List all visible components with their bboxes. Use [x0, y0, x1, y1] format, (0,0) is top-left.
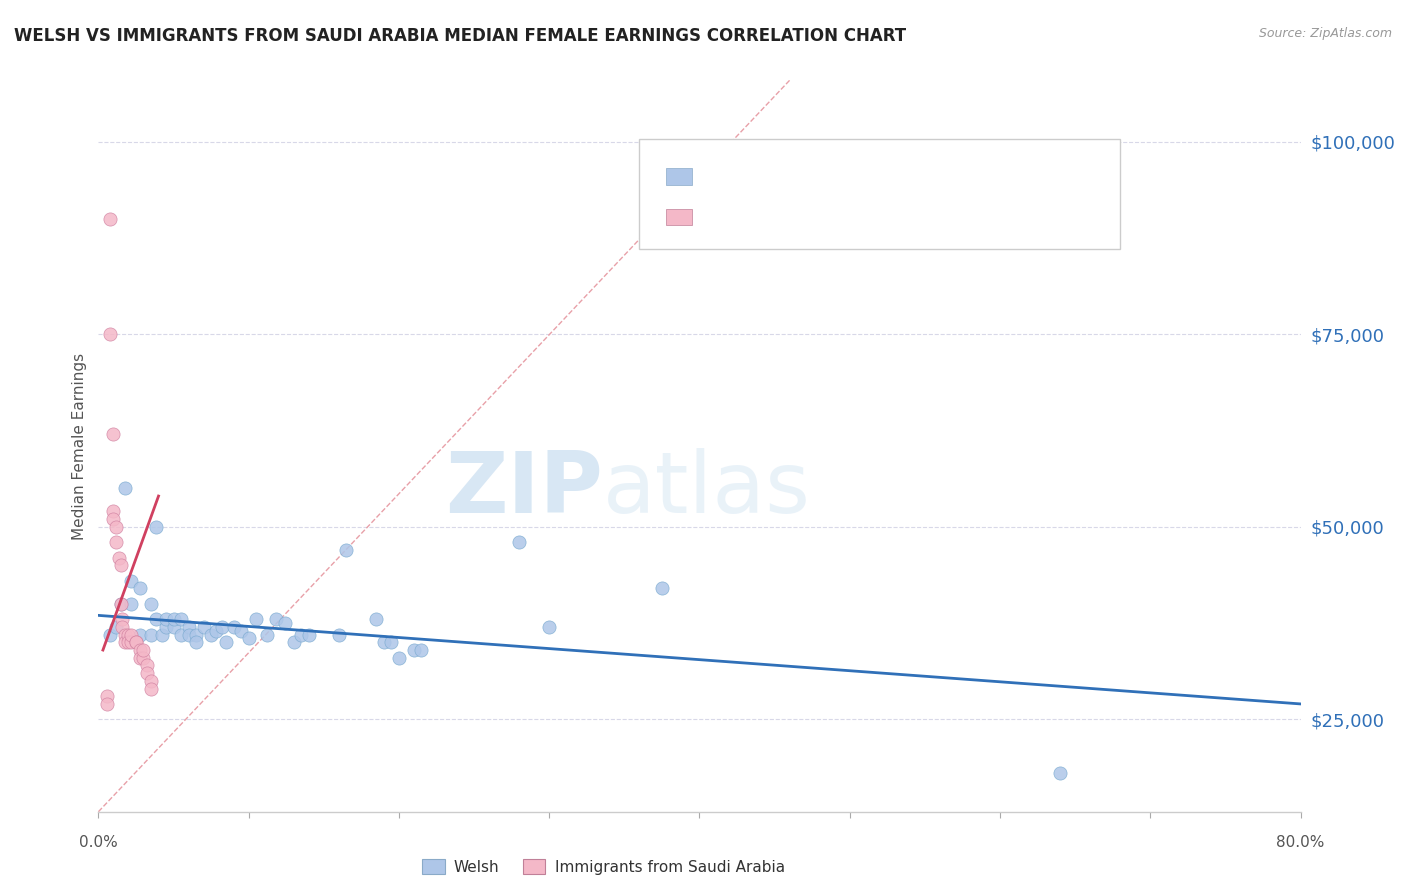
Text: R =  0.192   N = 30: R = 0.192 N = 30	[707, 209, 897, 227]
Point	[105, 620, 128, 634]
Point	[380, 635, 402, 649]
Point	[132, 650, 155, 665]
Point	[139, 627, 162, 641]
Point	[193, 620, 215, 634]
Text: R = -0.198   N = 50: R = -0.198 N = 50	[707, 168, 898, 186]
Point	[170, 612, 193, 626]
Point	[215, 635, 238, 649]
Point	[184, 635, 207, 649]
Text: atlas: atlas	[603, 449, 811, 532]
Point	[411, 643, 433, 657]
Point	[1049, 766, 1071, 780]
Text: 0.0%: 0.0%	[79, 836, 118, 850]
Point	[121, 597, 143, 611]
Point	[121, 627, 143, 641]
Point	[283, 635, 305, 649]
Point	[105, 520, 128, 534]
Point	[177, 627, 200, 641]
Point	[538, 620, 561, 634]
Point	[256, 627, 278, 641]
Point	[290, 627, 312, 641]
Point	[184, 627, 207, 641]
FancyBboxPatch shape	[666, 169, 692, 185]
Point	[177, 620, 200, 634]
Point	[135, 658, 157, 673]
Point	[96, 690, 118, 704]
Point	[105, 535, 128, 549]
Point	[402, 643, 425, 657]
Legend: Welsh, Immigrants from Saudi Arabia: Welsh, Immigrants from Saudi Arabia	[416, 853, 790, 881]
Point	[96, 697, 118, 711]
Point	[388, 650, 411, 665]
Point	[150, 627, 173, 641]
Point	[132, 643, 155, 657]
Point	[139, 673, 162, 688]
Point	[111, 620, 134, 634]
Point	[129, 627, 152, 641]
Point	[335, 543, 357, 558]
Point	[100, 211, 122, 226]
Point	[108, 550, 131, 565]
Point	[231, 624, 253, 638]
Point	[110, 597, 132, 611]
Point	[200, 627, 222, 641]
Point	[117, 627, 139, 641]
Point	[162, 612, 184, 626]
Point	[508, 535, 530, 549]
Point	[121, 574, 143, 588]
Point	[135, 666, 157, 681]
Point	[114, 635, 136, 649]
Point	[298, 627, 321, 641]
Text: WELSH VS IMMIGRANTS FROM SAUDI ARABIA MEDIAN FEMALE EARNINGS CORRELATION CHART: WELSH VS IMMIGRANTS FROM SAUDI ARABIA ME…	[14, 27, 907, 45]
Point	[111, 612, 134, 626]
FancyBboxPatch shape	[640, 139, 1121, 249]
Point	[651, 582, 673, 596]
Point	[103, 427, 125, 442]
Point	[170, 627, 193, 641]
Point	[129, 582, 152, 596]
FancyBboxPatch shape	[666, 210, 692, 226]
Point	[114, 481, 136, 495]
Y-axis label: Median Female Earnings: Median Female Earnings	[72, 352, 87, 540]
Text: ZIP: ZIP	[446, 449, 603, 532]
Point	[117, 635, 139, 649]
Point	[121, 635, 143, 649]
Text: Source: ZipAtlas.com: Source: ZipAtlas.com	[1258, 27, 1392, 40]
Point	[211, 620, 233, 634]
Point	[274, 616, 297, 631]
Point	[366, 612, 388, 626]
Point	[373, 635, 395, 649]
Point	[245, 612, 267, 626]
Point	[264, 612, 287, 626]
Point	[204, 624, 226, 638]
Point	[129, 650, 152, 665]
Point	[145, 612, 167, 626]
Point	[139, 681, 162, 696]
Point	[129, 643, 152, 657]
Point	[145, 520, 167, 534]
Point	[125, 635, 148, 649]
Text: 80.0%: 80.0%	[1277, 836, 1324, 850]
Point	[125, 635, 148, 649]
Point	[110, 597, 132, 611]
Point	[162, 620, 184, 634]
Point	[114, 627, 136, 641]
Point	[103, 512, 125, 526]
Point	[100, 627, 122, 641]
Point	[222, 620, 245, 634]
Point	[103, 504, 125, 518]
Point	[155, 620, 177, 634]
Point	[328, 627, 350, 641]
Point	[155, 612, 177, 626]
Point	[100, 327, 122, 342]
Point	[139, 597, 162, 611]
Point	[238, 632, 260, 646]
Point	[110, 558, 132, 573]
